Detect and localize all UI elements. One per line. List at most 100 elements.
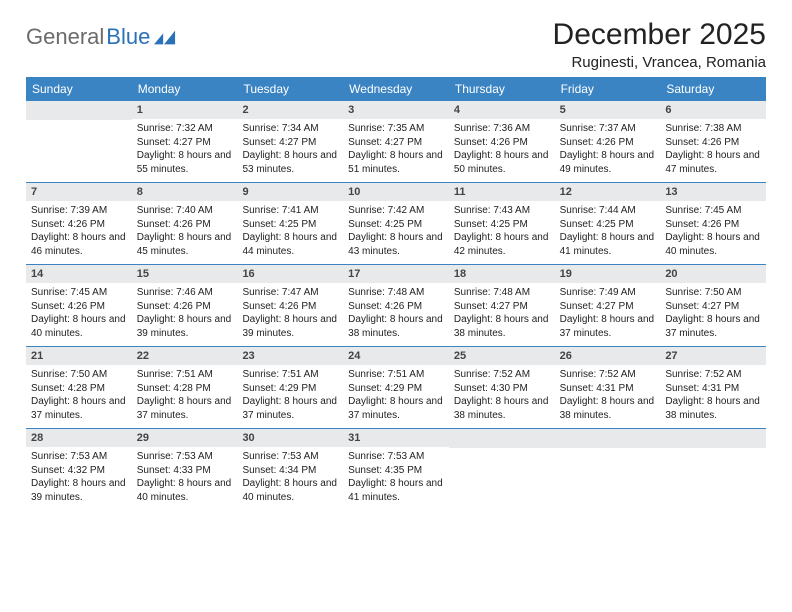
day-body: Sunrise: 7:51 AMSunset: 4:29 PMDaylight:… [343, 365, 449, 428]
day-body: Sunrise: 7:37 AMSunset: 4:26 PMDaylight:… [555, 119, 661, 182]
sunrise-text: Sunrise: 7:46 AM [137, 286, 233, 300]
day-body: Sunrise: 7:53 AMSunset: 4:35 PMDaylight:… [343, 447, 449, 510]
day-number: 14 [26, 265, 132, 283]
sunset-text: Sunset: 4:28 PM [137, 382, 233, 396]
day-cell: 28Sunrise: 7:53 AMSunset: 4:32 PMDayligh… [26, 429, 132, 510]
sunset-text: Sunset: 4:26 PM [242, 300, 338, 314]
day-number: 15 [132, 265, 238, 283]
day-cell: 9Sunrise: 7:41 AMSunset: 4:25 PMDaylight… [237, 183, 343, 264]
day-number: 2 [237, 101, 343, 119]
daylight-text: Daylight: 8 hours and 51 minutes. [348, 149, 444, 176]
day-number: 10 [343, 183, 449, 201]
day-cell: 30Sunrise: 7:53 AMSunset: 4:34 PMDayligh… [237, 429, 343, 510]
day-cell: 20Sunrise: 7:50 AMSunset: 4:27 PMDayligh… [660, 265, 766, 346]
day-number: 27 [660, 347, 766, 365]
daylight-text: Daylight: 8 hours and 37 minutes. [242, 395, 338, 422]
daylight-text: Daylight: 8 hours and 41 minutes. [348, 477, 444, 504]
day-body: Sunrise: 7:53 AMSunset: 4:34 PMDaylight:… [237, 447, 343, 510]
day-body: Sunrise: 7:45 AMSunset: 4:26 PMDaylight:… [660, 201, 766, 264]
dow-cell: Tuesday [237, 77, 343, 101]
sunrise-text: Sunrise: 7:52 AM [665, 368, 761, 382]
sunset-text: Sunset: 4:27 PM [242, 136, 338, 150]
day-cell: 23Sunrise: 7:51 AMSunset: 4:29 PMDayligh… [237, 347, 343, 428]
daylight-text: Daylight: 8 hours and 47 minutes. [665, 149, 761, 176]
sunrise-text: Sunrise: 7:51 AM [137, 368, 233, 382]
day-cell: 2Sunrise: 7:34 AMSunset: 4:27 PMDaylight… [237, 101, 343, 182]
week-row: 7Sunrise: 7:39 AMSunset: 4:26 PMDaylight… [26, 183, 766, 265]
sunrise-text: Sunrise: 7:32 AM [137, 122, 233, 136]
day-cell: 11Sunrise: 7:43 AMSunset: 4:25 PMDayligh… [449, 183, 555, 264]
day-cell: 26Sunrise: 7:52 AMSunset: 4:31 PMDayligh… [555, 347, 661, 428]
day-number: 7 [26, 183, 132, 201]
day-body: Sunrise: 7:40 AMSunset: 4:26 PMDaylight:… [132, 201, 238, 264]
day-cell: 29Sunrise: 7:53 AMSunset: 4:33 PMDayligh… [132, 429, 238, 510]
day-number: 12 [555, 183, 661, 201]
location-text: Ruginesti, Vrancea, Romania [553, 54, 766, 71]
daylight-text: Daylight: 8 hours and 37 minutes. [348, 395, 444, 422]
logo-text-blue: Blue [106, 24, 150, 50]
sunset-text: Sunset: 4:34 PM [242, 464, 338, 478]
day-cell: 18Sunrise: 7:48 AMSunset: 4:27 PMDayligh… [449, 265, 555, 346]
day-body: Sunrise: 7:52 AMSunset: 4:31 PMDaylight:… [660, 365, 766, 428]
dow-cell: Wednesday [343, 77, 449, 101]
sunrise-text: Sunrise: 7:40 AM [137, 204, 233, 218]
day-number: 24 [343, 347, 449, 365]
logo-triangles-icon [154, 29, 176, 45]
day-body: Sunrise: 7:52 AMSunset: 4:30 PMDaylight:… [449, 365, 555, 428]
day-number: 6 [660, 101, 766, 119]
sunset-text: Sunset: 4:26 PM [137, 300, 233, 314]
sunset-text: Sunset: 4:27 PM [348, 136, 444, 150]
day-cell [26, 101, 132, 182]
day-body: Sunrise: 7:53 AMSunset: 4:32 PMDaylight:… [26, 447, 132, 510]
sunrise-text: Sunrise: 7:49 AM [560, 286, 656, 300]
sunset-text: Sunset: 4:29 PM [242, 382, 338, 396]
sunset-text: Sunset: 4:27 PM [454, 300, 550, 314]
day-number: 23 [237, 347, 343, 365]
sunrise-text: Sunrise: 7:36 AM [454, 122, 550, 136]
sunset-text: Sunset: 4:27 PM [560, 300, 656, 314]
empty-day-header [26, 101, 132, 120]
day-cell: 17Sunrise: 7:48 AMSunset: 4:26 PMDayligh… [343, 265, 449, 346]
day-cell: 6Sunrise: 7:38 AMSunset: 4:26 PMDaylight… [660, 101, 766, 182]
sunset-text: Sunset: 4:25 PM [454, 218, 550, 232]
sunrise-text: Sunrise: 7:53 AM [242, 450, 338, 464]
dow-cell: Saturday [660, 77, 766, 101]
sunset-text: Sunset: 4:26 PM [665, 218, 761, 232]
sunset-text: Sunset: 4:26 PM [560, 136, 656, 150]
daylight-text: Daylight: 8 hours and 42 minutes. [454, 231, 550, 258]
sunset-text: Sunset: 4:26 PM [454, 136, 550, 150]
weeks-container: 1Sunrise: 7:32 AMSunset: 4:27 PMDaylight… [26, 101, 766, 510]
sunset-text: Sunset: 4:29 PM [348, 382, 444, 396]
day-body: Sunrise: 7:45 AMSunset: 4:26 PMDaylight:… [26, 283, 132, 346]
day-body: Sunrise: 7:51 AMSunset: 4:29 PMDaylight:… [237, 365, 343, 428]
daylight-text: Daylight: 8 hours and 53 minutes. [242, 149, 338, 176]
sunset-text: Sunset: 4:32 PM [31, 464, 127, 478]
daylight-text: Daylight: 8 hours and 50 minutes. [454, 149, 550, 176]
dow-cell: Monday [132, 77, 238, 101]
day-cell: 3Sunrise: 7:35 AMSunset: 4:27 PMDaylight… [343, 101, 449, 182]
day-cell: 27Sunrise: 7:52 AMSunset: 4:31 PMDayligh… [660, 347, 766, 428]
daylight-text: Daylight: 8 hours and 40 minutes. [242, 477, 338, 504]
day-cell: 8Sunrise: 7:40 AMSunset: 4:26 PMDaylight… [132, 183, 238, 264]
sunrise-text: Sunrise: 7:45 AM [665, 204, 761, 218]
daylight-text: Daylight: 8 hours and 41 minutes. [560, 231, 656, 258]
sunrise-text: Sunrise: 7:52 AM [560, 368, 656, 382]
daylight-text: Daylight: 8 hours and 38 minutes. [348, 313, 444, 340]
day-body: Sunrise: 7:44 AMSunset: 4:25 PMDaylight:… [555, 201, 661, 264]
day-body: Sunrise: 7:39 AMSunset: 4:26 PMDaylight:… [26, 201, 132, 264]
sunrise-text: Sunrise: 7:52 AM [454, 368, 550, 382]
day-number: 28 [26, 429, 132, 447]
sunset-text: Sunset: 4:25 PM [560, 218, 656, 232]
sunrise-text: Sunrise: 7:39 AM [31, 204, 127, 218]
day-cell [449, 429, 555, 510]
sunrise-text: Sunrise: 7:50 AM [31, 368, 127, 382]
daylight-text: Daylight: 8 hours and 40 minutes. [31, 313, 127, 340]
week-row: 1Sunrise: 7:32 AMSunset: 4:27 PMDaylight… [26, 101, 766, 183]
day-body: Sunrise: 7:48 AMSunset: 4:26 PMDaylight:… [343, 283, 449, 346]
sunrise-text: Sunrise: 7:43 AM [454, 204, 550, 218]
day-body: Sunrise: 7:42 AMSunset: 4:25 PMDaylight:… [343, 201, 449, 264]
sunrise-text: Sunrise: 7:51 AM [348, 368, 444, 382]
empty-day-header [449, 429, 555, 448]
sunrise-text: Sunrise: 7:51 AM [242, 368, 338, 382]
day-number: 13 [660, 183, 766, 201]
